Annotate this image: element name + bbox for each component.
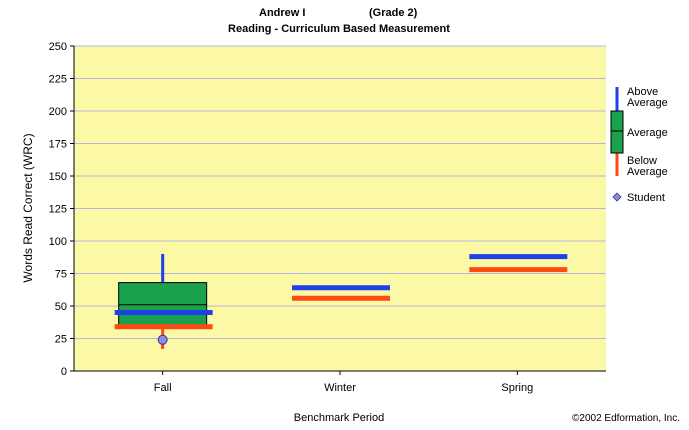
y-tick-label: 50 (55, 301, 67, 313)
y-tick-label: 75 (55, 269, 67, 281)
x-tick-labels: Fall Winter Spring (154, 371, 533, 394)
y-tick-label: 125 (49, 204, 67, 216)
x-tick-label: Winter (324, 382, 356, 394)
legend-label: Below (627, 155, 657, 167)
y-tick-label: 200 (49, 106, 67, 118)
legend-label: Student (627, 192, 665, 204)
y-tick-label: 25 (55, 334, 67, 346)
x-tick-label: Fall (154, 382, 172, 394)
y-tick-label: 0 (61, 366, 67, 378)
x-axis-title: Benchmark Period (294, 412, 385, 424)
chart-subtitle: Reading - Curriculum Based Measurement (228, 23, 450, 35)
student-score-point (157, 334, 168, 345)
copyright-text: ©2002 Edformation, Inc. (572, 413, 680, 424)
legend-label: Average (627, 127, 668, 139)
box-interquartile (118, 282, 208, 327)
chart-marks (114, 254, 568, 349)
y-axis-title: Words Read Correct (WRC) (21, 133, 35, 282)
legend-label: Above (627, 86, 658, 98)
y-tick-label: 250 (49, 41, 67, 53)
legend-average-swatch (610, 110, 624, 154)
y-tick-label: 225 (49, 74, 67, 86)
y-tick-label: 100 (49, 236, 67, 248)
legend-label: Average (627, 166, 668, 178)
student-name: Andrew I (259, 7, 305, 19)
y-tick-label: 150 (49, 171, 67, 183)
y-tick-labels: 0 25 50 75 100 125 150 175 200 225 250 (49, 41, 74, 378)
legend-label: Average (627, 97, 668, 109)
grade-label: (Grade 2) (369, 7, 418, 19)
legend-student-swatch (612, 192, 622, 202)
x-tick-label: Spring (501, 382, 533, 394)
y-tick-label: 175 (49, 139, 67, 151)
